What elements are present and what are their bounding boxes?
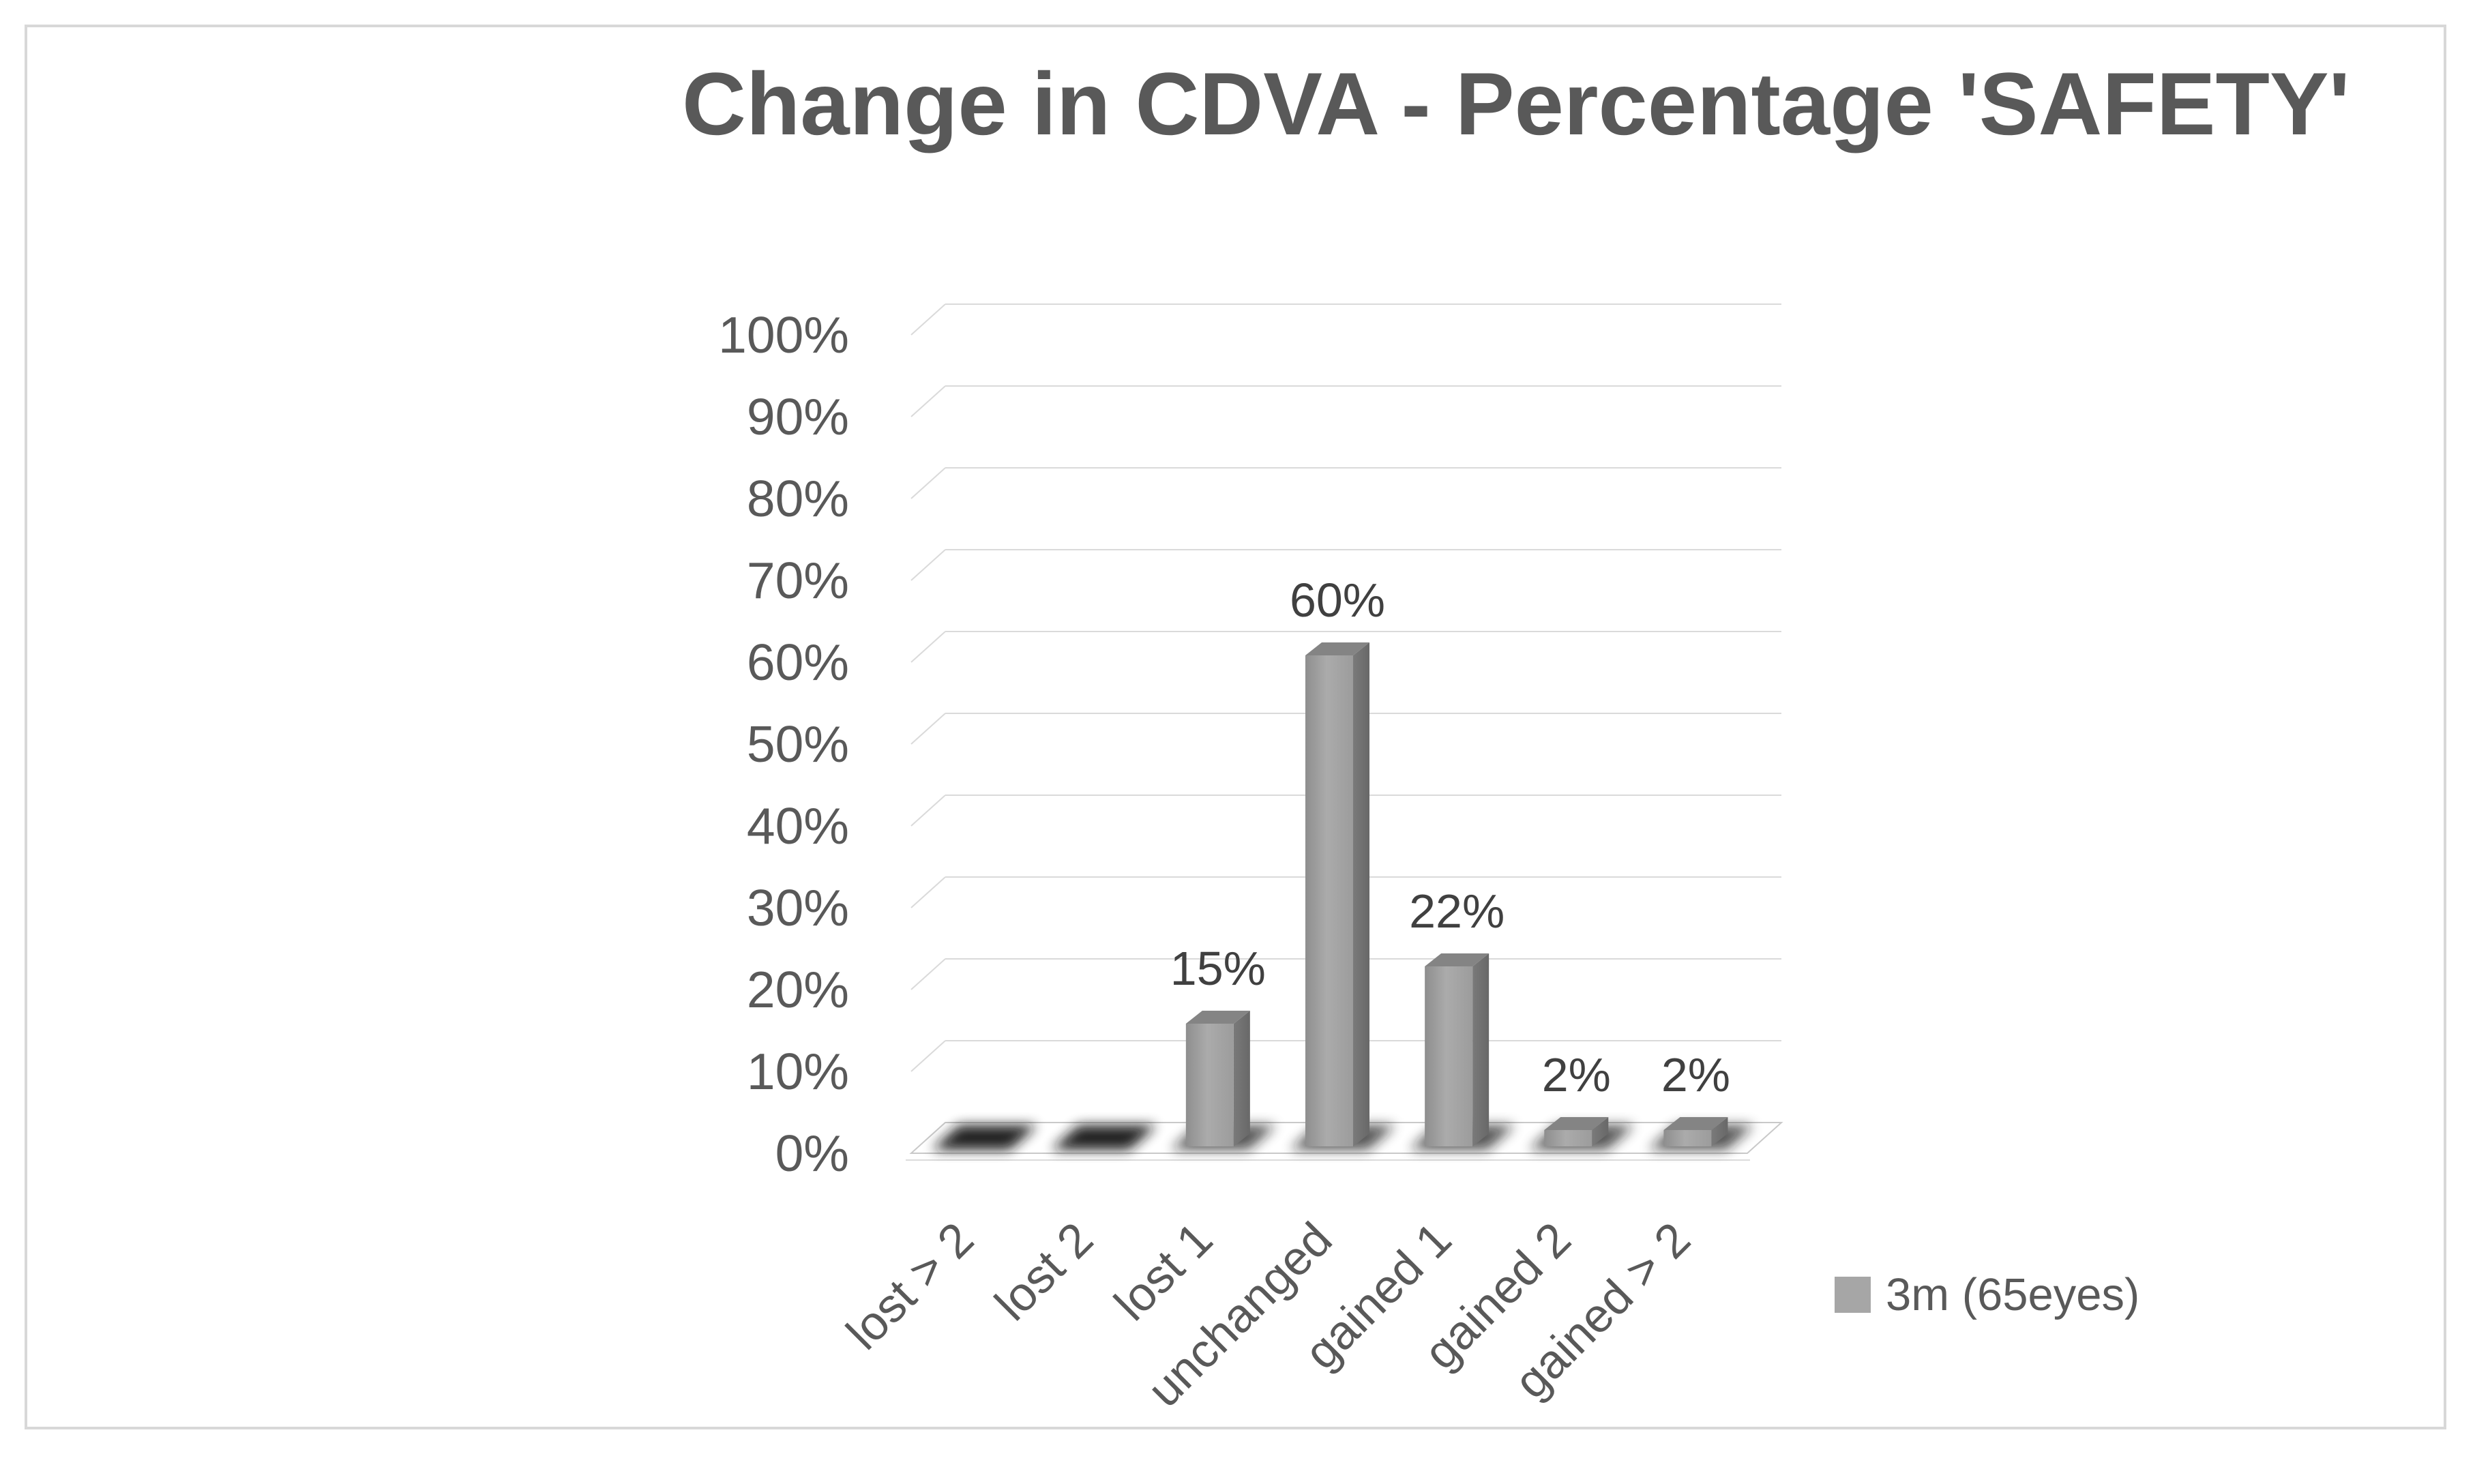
y-axis-tick-label: 80% [747, 470, 849, 527]
chart-border-frame [25, 25, 2446, 1429]
gridline-side [910, 713, 946, 745]
y-axis-tick-label: 70% [747, 552, 849, 609]
bar-top-face [1425, 953, 1490, 966]
gridline-side [910, 631, 946, 663]
x-axis-category-label: lost > 2 [836, 1212, 983, 1359]
data-label: 2% [1661, 1048, 1730, 1101]
bar-side-face [1233, 1011, 1250, 1146]
bar [1185, 1024, 1234, 1146]
bar-top-face [1185, 1011, 1250, 1024]
bar [1663, 1130, 1712, 1146]
bar [1425, 966, 1473, 1146]
bar [1305, 655, 1353, 1146]
y-axis-tick-label: 30% [747, 879, 849, 936]
y-axis-tick-label: 40% [747, 797, 849, 855]
zero-value-shadow [1051, 1125, 1157, 1150]
bar-top-face [1663, 1117, 1728, 1130]
data-label: 2% [1542, 1048, 1611, 1101]
bar-side-face [1472, 953, 1490, 1146]
y-axis-tick-label: 100% [718, 306, 849, 363]
legend-swatch [1835, 1277, 1871, 1313]
data-label: 60% [1290, 574, 1385, 627]
bar-top-face [1305, 642, 1369, 655]
gridline-side [910, 385, 946, 417]
x-axis-category-label: lost 2 [985, 1212, 1103, 1330]
y-axis-tick-label: 50% [747, 715, 849, 773]
y-axis-tick-label: 0% [775, 1125, 849, 1182]
bar-top-face [1544, 1117, 1609, 1130]
bar-side-face [1711, 1117, 1728, 1146]
chart-title: Change in CDVA - Percentage 'SAFETY' [682, 54, 2350, 153]
gridline-side [910, 467, 946, 499]
bar-side-face [1592, 1117, 1609, 1146]
bar [1544, 1130, 1592, 1146]
bar-side-face [1353, 642, 1369, 1146]
gridline-side [910, 303, 946, 336]
gridline-side [910, 549, 946, 581]
y-axis-tick-label: 90% [747, 388, 849, 445]
y-axis-tick-label: 10% [747, 1043, 849, 1100]
data-label: 22% [1409, 885, 1505, 938]
y-axis-tick-label: 20% [747, 961, 849, 1018]
gridline-side [910, 958, 946, 990]
data-label: 15% [1170, 942, 1266, 995]
zero-value-shadow [932, 1125, 1037, 1150]
legend: 3m (65eyes) [1835, 1268, 2139, 1321]
y-axis-tick-label: 60% [747, 634, 849, 691]
legend-label: 3m (65eyes) [1886, 1269, 2140, 1320]
gridline-side [910, 1040, 946, 1072]
gridline-side [910, 876, 946, 908]
gridline-side [910, 795, 946, 827]
